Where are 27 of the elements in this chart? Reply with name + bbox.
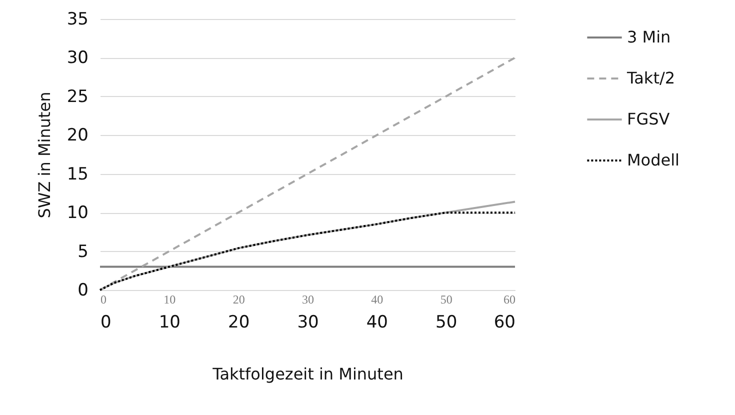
x2-tick-label: 60 <box>494 312 516 332</box>
y-tick-label: 20 <box>66 126 88 146</box>
x-tick-label: 40 <box>371 292 384 306</box>
legend-label: 3 Min <box>627 28 671 46</box>
x2-tick-label: 50 <box>436 312 458 332</box>
y-axis-title: SWZ in Minuten <box>34 92 54 218</box>
x-tick-label: 60 <box>504 292 516 306</box>
x-tick-label: 0 <box>100 292 106 306</box>
y-tick-label: 35 <box>66 10 88 30</box>
x2-tick-label: 30 <box>297 312 319 332</box>
y-tick-label: 25 <box>66 86 88 107</box>
y-tick-label: 30 <box>66 48 88 68</box>
x-tick-label: 50 <box>440 292 452 306</box>
x-tick-label: 30 <box>302 292 314 306</box>
y-tick-label: 10 <box>66 203 88 224</box>
x2-tick-label: 20 <box>228 312 250 332</box>
y-tick-label: 5 <box>78 242 88 262</box>
y-tick-label: 15 <box>66 164 88 184</box>
x2-tick-label: 0 <box>100 312 112 332</box>
x2-tick-label: 40 <box>366 312 388 332</box>
x2-tick-label: 10 <box>158 312 180 332</box>
legend-label: FGSV <box>627 110 670 128</box>
legend-label: Takt/2 <box>626 68 676 88</box>
x-tick-label: 10 <box>164 292 176 306</box>
x-tick-label: 20 <box>232 292 245 306</box>
legend-label: Modell <box>627 150 680 170</box>
x-axis-title: Taktfolgezeit in Minuten <box>212 364 404 384</box>
